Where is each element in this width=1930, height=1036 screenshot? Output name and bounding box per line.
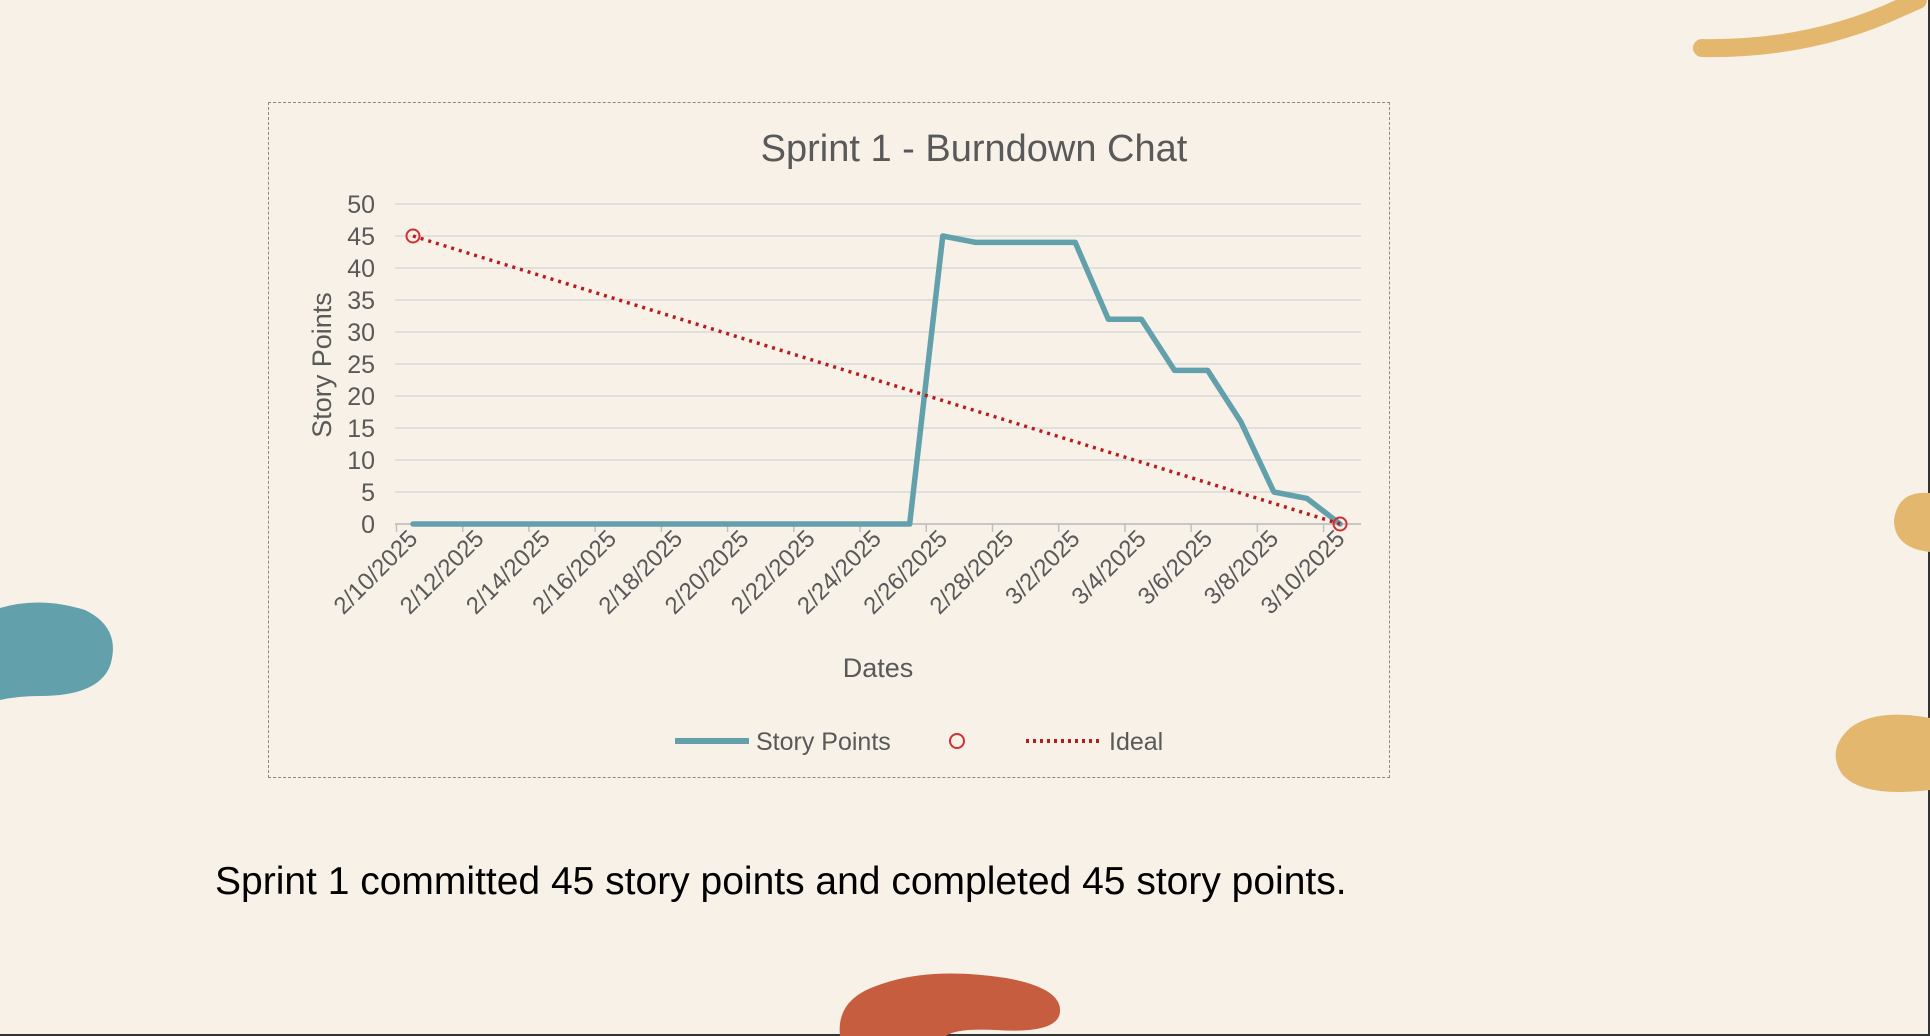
chart-title: Sprint 1 - Burndown Chat	[761, 128, 1188, 170]
y-tick-label: 10	[347, 447, 375, 475]
y-tick-label: 50	[347, 191, 375, 219]
decorative-rust-blob	[839, 973, 1061, 1036]
y-tick-label: 35	[347, 287, 375, 315]
y-tick-label: 30	[347, 319, 375, 347]
decorative-mustard-blob-right-bottom	[1835, 714, 1930, 792]
y-tick-label: 15	[347, 415, 375, 443]
decorative-mustard-swoosh	[1693, 0, 1927, 58]
burndown-chart: Sprint 1 - Burndown Chat Story Points Da…	[307, 128, 1361, 756]
y-axis-label: Story Points	[307, 292, 337, 438]
decorative-mustard-blob-right-top	[1894, 492, 1930, 552]
y-tick-label: 20	[347, 383, 375, 411]
summary-caption: Sprint 1 committed 45 story points and c…	[215, 860, 1347, 903]
legend-marker-swatch	[949, 733, 965, 749]
ideal-endpoint-marker	[1332, 516, 1348, 532]
y-tick-label: 25	[347, 351, 375, 379]
y-tick-label: 0	[361, 511, 375, 539]
series-ideal-line	[412, 234, 1341, 526]
legend-ideal-label: Ideal	[1109, 728, 1163, 756]
x-axis-label: Dates	[843, 653, 914, 683]
ideal-endpoint-marker	[405, 228, 421, 244]
y-tick-label: 5	[361, 479, 375, 507]
y-tick-label: 45	[347, 223, 375, 251]
chart-container: Sprint 1 - Burndown Chat Story Points Da…	[268, 102, 1390, 778]
legend-story-points-label: Story Points	[756, 728, 891, 756]
y-tick-label: 40	[347, 255, 375, 283]
series-story-points-line	[410, 233, 1343, 527]
decorative-teal-blob	[0, 602, 113, 700]
legend: Story Points Ideal	[675, 728, 1163, 756]
